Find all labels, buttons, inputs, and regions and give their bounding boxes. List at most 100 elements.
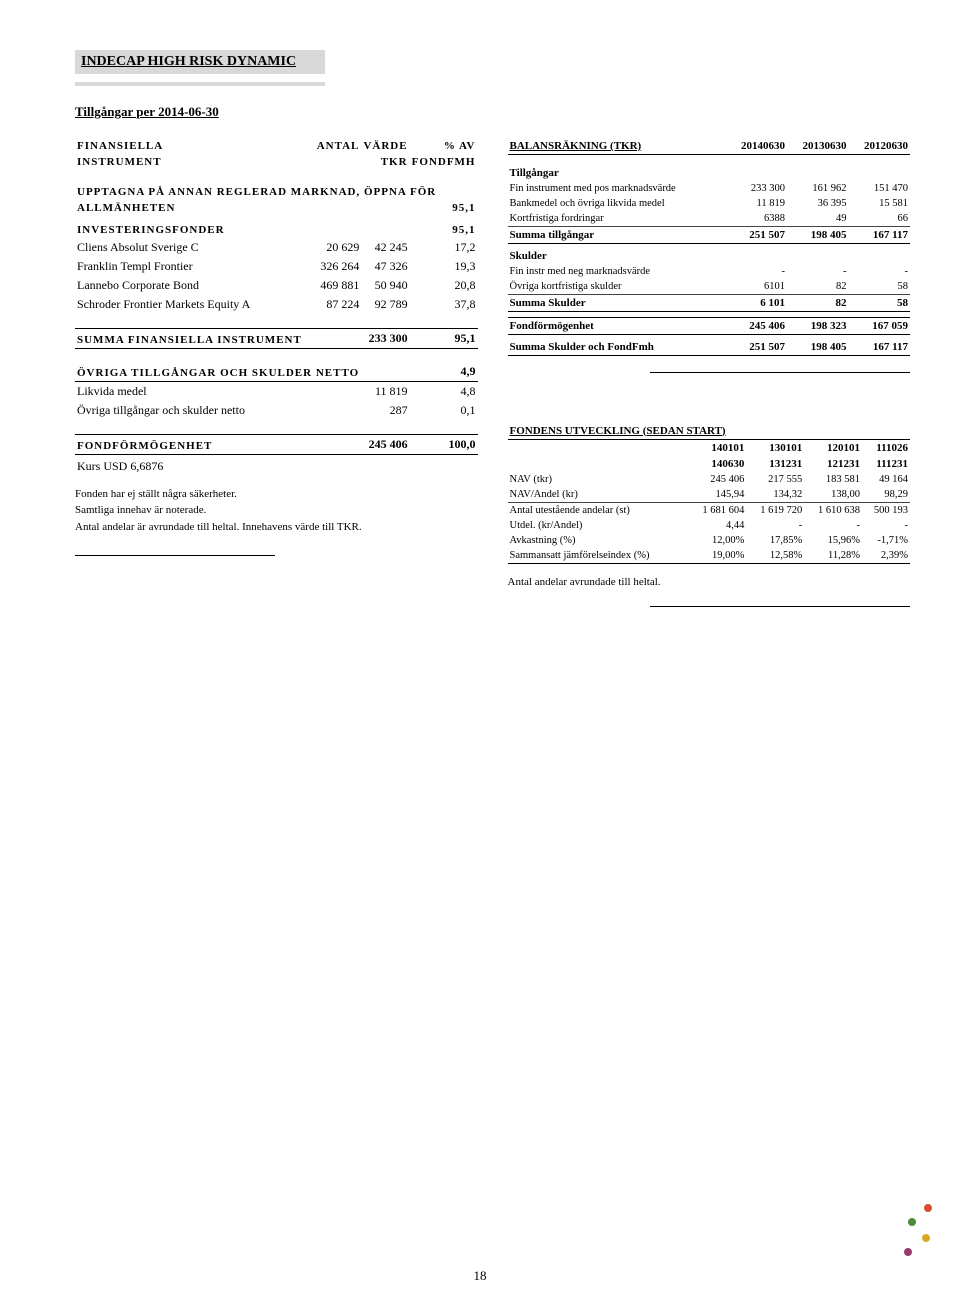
balance-val: 198 405 <box>787 226 848 243</box>
balance-val: 198 323 <box>787 317 848 334</box>
balance-val: 6 101 <box>726 294 787 311</box>
balance-label: Fin instrument med pos marknadsvärde <box>508 181 726 196</box>
dev-hdr2: 111231 <box>862 456 910 472</box>
instrument-pct: 17,2 <box>410 238 478 257</box>
section-invest: INVESTERINGSFONDER <box>75 222 313 238</box>
dev-label: NAV/Andel (kr) <box>508 487 689 503</box>
balance-val: 58 <box>848 294 910 311</box>
dev-row: NAV (tkr) 245 406 217 555 183 581 49 164 <box>508 472 911 487</box>
dev-hdr: 111026 <box>862 439 910 456</box>
dev-row: Sammansatt jämförelseindex (%) 19,00% 12… <box>508 548 911 564</box>
instrument-row: Cliens Absolut Sverige C 20 629 42 245 1… <box>75 238 478 257</box>
dev-val: 98,29 <box>862 487 910 503</box>
note-3: Antal andelar är avrundade till heltal. … <box>75 519 478 536</box>
section-upptagna: UPPTAGNA PÅ ANNAN REGLERAD MARKNAD, ÖPPN… <box>75 184 478 200</box>
balance-col2: 20130630 <box>787 138 848 155</box>
dev-val: 1 610 638 <box>804 502 862 518</box>
balance-row: Fin instrument med pos marknadsvärde 233… <box>508 181 911 196</box>
page-number: 18 <box>0 1268 960 1284</box>
instrument-name: Cliens Absolut Sverige C <box>75 238 313 257</box>
balance-sum-row: Fondförmögenhet 245 406 198 323 167 059 <box>508 317 911 334</box>
note-1: Fonden har ej ställt några säkerheter. <box>75 486 478 503</box>
balance-val: - <box>787 264 848 279</box>
balance-label: Kortfristiga fordringar <box>508 211 726 227</box>
ovr-row: Likvida medel 11 819 4,8 <box>75 382 478 402</box>
instrument-pct: 20,8 <box>410 276 478 295</box>
balance-sum-row: Summa Skulder och FondFmh 251 507 198 40… <box>508 339 911 356</box>
dev-val: 245 406 <box>689 472 747 487</box>
title-underbar <box>75 82 325 86</box>
instrument-antal: 326 264 <box>313 257 362 276</box>
dev-val: -1,71% <box>862 533 910 548</box>
balance-col1: 20140630 <box>726 138 787 155</box>
instruments-column: FINANSIELLA ANTAL VÄRDE % AV INSTRUMENT … <box>75 138 478 607</box>
balance-val: 15 581 <box>848 196 910 211</box>
dev-val: 183 581 <box>804 472 862 487</box>
dev-val: - <box>746 518 804 533</box>
hdr-antal: ANTAL <box>313 138 362 154</box>
dev-note: Antal andelar avrundade till heltal. <box>508 574 911 591</box>
balance-row: Kortfristiga fordringar 6388 49 66 <box>508 211 911 227</box>
balance-row: Bankmedel och övriga likvida medel 11 81… <box>508 196 911 211</box>
balance-label: Bankmedel och övriga likvida medel <box>508 196 726 211</box>
instrument-antal: 20 629 <box>313 238 362 257</box>
dot-icon <box>922 1234 930 1242</box>
hdr-fondfmh: FONDFMH <box>410 154 478 170</box>
balance-val: 58 <box>848 279 910 295</box>
dev-row: Antal utestående andelar (st) 1 681 604 … <box>508 502 911 518</box>
balance-val: 198 405 <box>787 339 848 356</box>
instrument-value: 42 245 <box>361 238 409 257</box>
dev-row: Avkastning (%) 12,00% 17,85% 15,96% -1,7… <box>508 533 911 548</box>
note-2: Samtliga innehav är noterade. <box>75 502 478 519</box>
ovr-pct: 4,9 <box>410 362 478 382</box>
balance-sum-row: Summa Skulder 6 101 82 58 <box>508 294 911 311</box>
development-table: FONDENS UTVECKLING (SEDAN START) 140101 … <box>508 423 911 564</box>
instrument-antal: 469 881 <box>313 276 362 295</box>
hdr-pct: % AV <box>410 138 478 154</box>
document-title: INDECAP HIGH RISK DYNAMIC <box>75 50 325 74</box>
balance-label: Övriga kortfristiga skulder <box>508 279 726 295</box>
instrument-name: Schroder Frontier Markets Equity A <box>75 295 313 314</box>
ovr-value: 11 819 <box>361 382 409 402</box>
instrument-antal: 87 224 <box>313 295 362 314</box>
section-allmanheten-pct: 95,1 <box>410 200 478 216</box>
dev-val: 1 681 604 <box>689 502 747 518</box>
ovr-name: Likvida medel <box>75 382 313 402</box>
ovr-name: Övriga tillgångar och skulder netto <box>75 401 313 420</box>
balance-val: 245 406 <box>726 317 787 334</box>
balance-section-skulder: Skulder <box>508 243 726 264</box>
balance-val: 11 819 <box>726 196 787 211</box>
balance-label: Summa tillgångar <box>508 226 726 243</box>
dot-icon <box>924 1204 932 1212</box>
dev-title: FONDENS UTVECKLING (SEDAN START) <box>508 423 911 440</box>
left-rule <box>75 555 275 556</box>
ovr-value: 287 <box>361 401 409 420</box>
instrument-row: Franklin Templ Frontier 326 264 47 326 1… <box>75 257 478 276</box>
dev-label: Utdel. (kr/Andel) <box>508 518 689 533</box>
hdr-instrument: INSTRUMENT <box>75 154 313 170</box>
instrument-value: 92 789 <box>361 295 409 314</box>
fond-pct: 100,0 <box>410 434 478 454</box>
balance-val: 161 962 <box>787 181 848 196</box>
balance-val: 36 395 <box>787 196 848 211</box>
dev-label: Avkastning (%) <box>508 533 689 548</box>
fond-label: FONDFÖRMÖGENHET <box>75 434 313 454</box>
dev-val: 217 555 <box>746 472 804 487</box>
hdr-fin: FINANSIELLA <box>75 138 313 154</box>
dev-val: 17,85% <box>746 533 804 548</box>
balance-sum-row: Summa tillgångar 251 507 198 405 167 117 <box>508 226 911 243</box>
balance-val: 167 117 <box>848 226 910 243</box>
balance-val: 251 507 <box>726 339 787 356</box>
sum-value: 233 300 <box>361 328 409 348</box>
instrument-value: 47 326 <box>361 257 409 276</box>
dev-label: Antal utestående andelar (st) <box>508 502 689 518</box>
hdr-tkr: TKR <box>361 154 409 170</box>
document-subtitle: Tillgångar per 2014-06-30 <box>75 104 910 120</box>
balance-label: Summa Skulder och FondFmh <box>508 339 726 356</box>
section-invest-pct: 95,1 <box>410 222 478 238</box>
dev-val: 500 193 <box>862 502 910 518</box>
dev-val: 4,44 <box>689 518 747 533</box>
dev-hdr2: 121231 <box>804 456 862 472</box>
dev-val: 1 619 720 <box>746 502 804 518</box>
notes: Fonden har ej ställt några säkerheter. S… <box>75 486 478 536</box>
